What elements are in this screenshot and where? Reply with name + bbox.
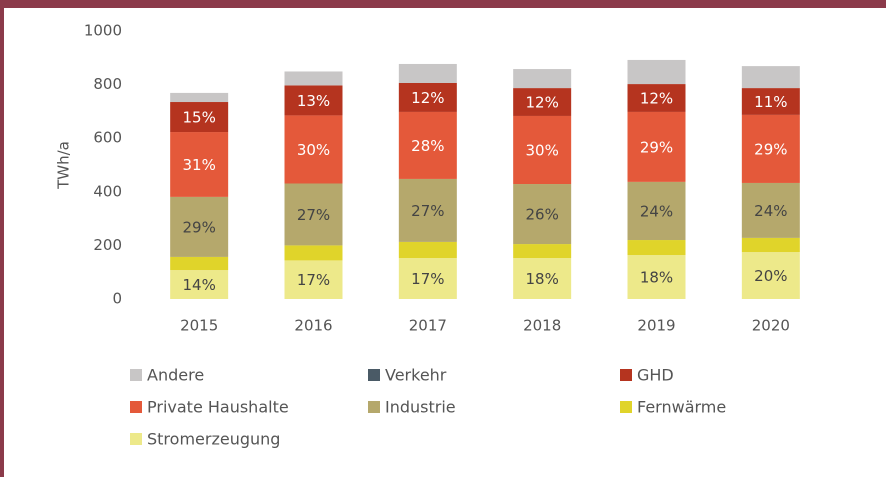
- legend-swatch: [620, 401, 632, 413]
- y-tick-label: 800: [93, 75, 122, 93]
- y-axis-label: TWh/a: [55, 141, 73, 190]
- bar-segment: [398, 178, 457, 242]
- data-label: 20%: [754, 267, 787, 285]
- bar-segment: [627, 59, 686, 85]
- data-label: 29%: [754, 140, 787, 158]
- bar-segment: [627, 181, 686, 241]
- data-label: 12%: [525, 94, 558, 112]
- bar-segment: [741, 252, 800, 299]
- bar-segment: [284, 115, 343, 184]
- bar-segment: [513, 244, 572, 258]
- data-label: 24%: [640, 202, 673, 220]
- data-label: 11%: [754, 93, 787, 111]
- legend-label: Stromerzeugung: [147, 430, 280, 449]
- legend-swatch: [130, 433, 142, 445]
- x-tick-label: 2016: [294, 317, 332, 335]
- y-tick-label: 400: [93, 182, 122, 200]
- bar-segment: [627, 240, 686, 256]
- bar-segment: [741, 182, 800, 238]
- bar-segment: [170, 270, 229, 299]
- x-tick-label: 2015: [180, 317, 218, 335]
- legend-swatch: [368, 369, 380, 381]
- x-tick-label: 2018: [523, 317, 561, 335]
- bar-segment: [398, 257, 457, 299]
- data-label: 17%: [411, 270, 444, 288]
- bar-segment: [170, 256, 229, 271]
- bar-segment: [284, 71, 343, 86]
- data-label: 27%: [411, 202, 444, 220]
- bar-segment: [741, 114, 800, 183]
- bar-segment: [398, 111, 457, 179]
- data-label: 24%: [754, 202, 787, 220]
- bar-segment: [284, 85, 343, 116]
- legend-label: Fernwärme: [637, 398, 726, 417]
- data-label: 26%: [525, 206, 558, 224]
- legend-label: GHD: [637, 366, 674, 385]
- x-tick-label: 2020: [752, 317, 790, 335]
- bar-segment: [284, 260, 343, 299]
- bar-segment: [284, 183, 343, 246]
- y-tick-label: 600: [93, 129, 122, 147]
- bar-segment: [513, 88, 572, 116]
- legend-label: Andere: [147, 366, 204, 385]
- bar-segment: [398, 63, 457, 83]
- legend-swatch: [620, 369, 632, 381]
- data-label: 28%: [411, 137, 444, 155]
- y-tick-label: 0: [112, 290, 122, 308]
- x-tick-label: 2019: [637, 317, 675, 335]
- left-border: [0, 0, 4, 477]
- top-border: [0, 0, 886, 8]
- bar-segment: [398, 241, 457, 258]
- bar-segment: [627, 111, 686, 182]
- bar-segment: [741, 88, 800, 115]
- x-tick-label: 2017: [409, 317, 447, 335]
- bar-segment: [741, 66, 800, 89]
- bar-segment: [398, 82, 457, 112]
- data-label: 31%: [182, 156, 215, 174]
- data-label: 17%: [297, 271, 330, 289]
- bar-segment: [170, 196, 229, 257]
- bar-segment: [627, 84, 686, 112]
- data-label: 30%: [297, 141, 330, 159]
- bar-segment: [513, 257, 572, 299]
- bar-segment: [170, 132, 229, 197]
- data-label: 27%: [297, 206, 330, 224]
- y-tick-label: 1000: [84, 22, 122, 40]
- bar-segment: [513, 69, 572, 89]
- data-label: 13%: [297, 92, 330, 110]
- data-label: 18%: [525, 270, 558, 288]
- bar-segment: [741, 237, 800, 253]
- data-label: 14%: [182, 276, 215, 294]
- bar-segment: [284, 245, 343, 261]
- bar-segment: [170, 102, 229, 133]
- y-tick-label: 200: [93, 236, 122, 254]
- data-label: 18%: [640, 269, 673, 287]
- legend-label: Industrie: [385, 398, 456, 417]
- data-label: 29%: [182, 218, 215, 236]
- legend-swatch: [130, 369, 142, 381]
- legend-label: Verkehr: [385, 366, 447, 385]
- data-label: 12%: [411, 89, 444, 107]
- data-label: 29%: [640, 138, 673, 156]
- bar-segment: [627, 255, 686, 299]
- bar-segment: [513, 115, 572, 185]
- bar-segment: [513, 184, 572, 245]
- bar-segment: [170, 92, 229, 103]
- legend-label: Private Haushalte: [147, 398, 289, 417]
- data-label: 12%: [640, 90, 673, 108]
- legend-swatch: [368, 401, 380, 413]
- data-label: 30%: [525, 141, 558, 159]
- data-label: 15%: [182, 109, 215, 127]
- legend-swatch: [130, 401, 142, 413]
